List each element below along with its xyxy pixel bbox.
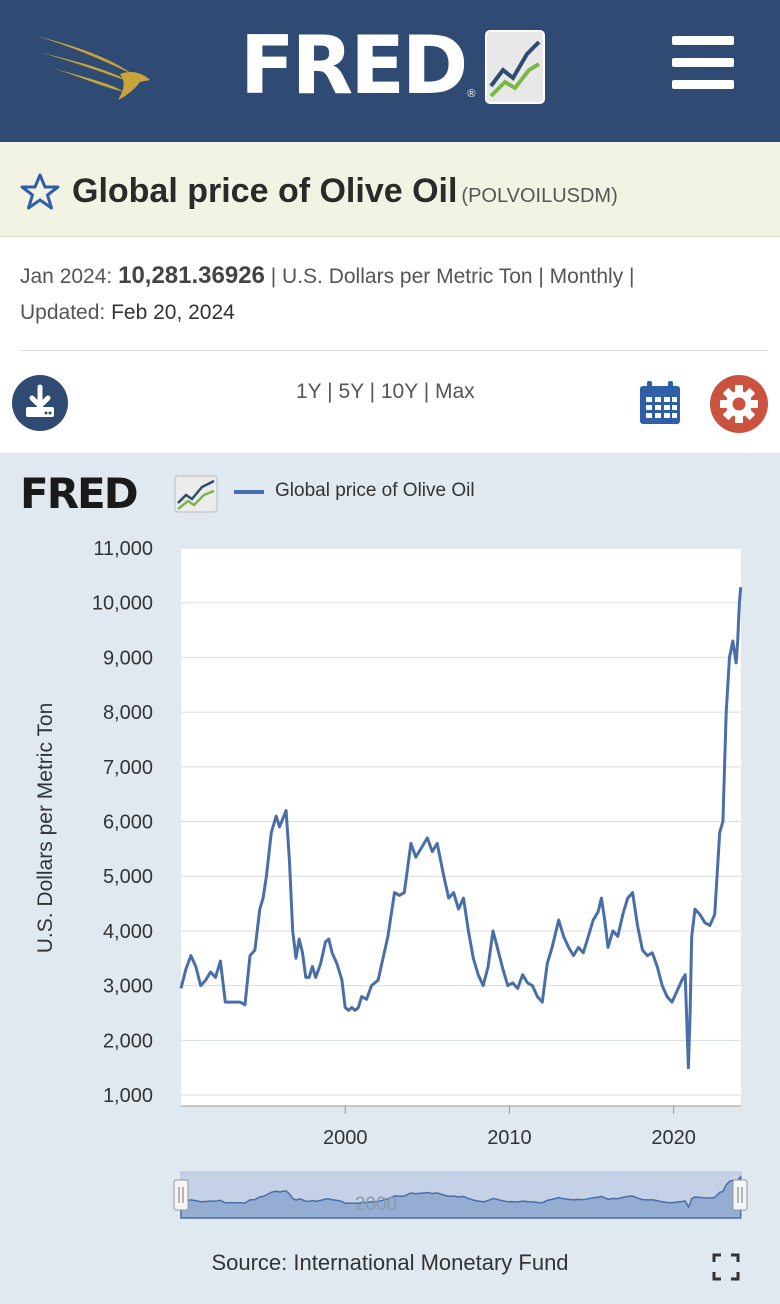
chart-source: Source: International Monetary Fund [211,1250,569,1275]
series-id: (POLVOILUSDM) [461,185,618,207]
chart-panel: FRED Global price of Olive Oil 1,000 2,00… [0,453,780,1304]
y-tick-label: 11,000 [93,538,153,560]
x-tick-label: 2020 [651,1127,696,1149]
gear-icon [720,385,758,423]
x-tick-label: 2010 [487,1127,532,1149]
y-tick-label: 6,000 [103,812,153,834]
y-tick-label: 8,000 [103,702,153,724]
eagle-icon[interactable] [34,30,154,102]
series-title-bar: Global price of Olive Oil (POLVOILUSDM) [0,142,780,237]
series-line [179,587,743,1070]
registered-mark: ® [467,88,476,100]
updated-date: Feb 20, 2024 [111,301,235,324]
fullscreen-icon[interactable] [712,1253,740,1281]
series-title-text: Global price of Olive Oil [72,172,458,210]
y-axis-label: U.S. Dollars per Metric Ton [34,703,57,954]
series-meta: Jan 2024: 10,281.36926 | U.S. Dollars pe… [20,258,760,331]
y-tick-label: 1,000 [103,1085,153,1107]
y-tick-label: 2,000 [103,1030,153,1052]
fred-logo[interactable]: FRED ® [240,19,546,112]
y-tick-label: 7,000 [103,757,153,779]
range-1y[interactable]: 1Y [296,380,322,403]
fred-logo-text: FRED [240,19,468,112]
y-tick-label: 3,000 [103,976,153,998]
range-10y[interactable]: 10Y [380,380,418,403]
y-tick-label: 5,000 [103,866,153,888]
observation-value: 10,281.36926 [118,262,265,289]
observation-date: Jan 2024: [20,265,113,288]
x-tick-label: 2000 [323,1127,368,1149]
navigator-label: 2000 [355,1194,397,1215]
chart-logo-icon [174,475,218,513]
chart-logo-icon [485,30,546,104]
y-tick-label: 10,000 [92,593,153,615]
chart-fred-logo: FRED [20,469,139,518]
page-title: Global price of Olive Oil (POLVOILUSDM) [72,172,618,211]
legend-swatch [234,490,264,494]
navigator-series [180,1175,742,1219]
settings-button[interactable] [710,375,768,433]
navigator-left-handle[interactable] [173,1179,189,1211]
units-frequency: | U.S. Dollars per Metric Ton | Monthly … [270,265,635,288]
download-icon [26,384,54,417]
updated-label: Updated: [20,301,106,324]
hamburger-menu-icon[interactable] [672,36,734,90]
divider [20,350,768,351]
star-icon[interactable] [20,172,60,212]
top-navigation-bar: FRED ® [0,0,780,142]
line-chart[interactable]: 1,000 2,000 3,000 4,000 5,000 6,000 7,000 8,000… [0,453,780,1243]
range-max[interactable]: Max [435,380,475,403]
legend-label: Global price of Olive Oil [275,480,475,501]
y-tick-label: 4,000 [103,921,153,943]
y-tick-label: 9,000 [103,647,153,669]
range-5y[interactable]: 5Y [338,380,364,403]
download-button[interactable] [12,375,68,431]
navigator-right-handle[interactable] [732,1179,748,1211]
calendar-icon[interactable] [638,380,682,426]
range-selector: 1Y | 5Y | 10Y | Max [296,380,475,403]
